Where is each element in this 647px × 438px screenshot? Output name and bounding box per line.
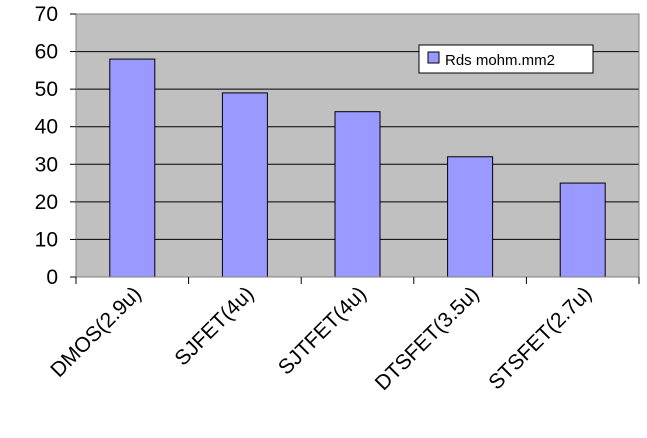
y-tick-label: 40 bbox=[35, 116, 58, 139]
legend: Rds mohm.mm2 bbox=[418, 44, 594, 74]
y-tick-label: 60 bbox=[35, 41, 58, 64]
y-tick-label: 0 bbox=[46, 266, 58, 289]
bar bbox=[109, 58, 156, 278]
bar bbox=[221, 92, 268, 278]
y-tick-label: 50 bbox=[35, 78, 58, 101]
y-tick-label: 20 bbox=[35, 191, 58, 214]
x-tick-label: STSFET(2.7u) bbox=[484, 282, 596, 394]
x-tick-label: SJTFET(4u) bbox=[274, 282, 371, 379]
x-tick-label: DTSFET(3.5u) bbox=[371, 282, 484, 395]
y-tick-labels: 0 10 20 30 40 50 60 70 bbox=[35, 3, 58, 289]
legend-label: Rds mohm.mm2 bbox=[445, 52, 555, 69]
y-tick-label: 10 bbox=[35, 228, 58, 251]
axes bbox=[70, 13, 640, 284]
x-tick-label: SJFET(4u) bbox=[170, 282, 258, 370]
y-tick-label: 70 bbox=[35, 3, 58, 26]
bar bbox=[447, 156, 494, 278]
y-tick-label: 30 bbox=[35, 153, 58, 176]
x-tick-labels: DMOS(2.9u) SJFET(4u) SJTFET(4u) DTSFET(3.5u… bbox=[46, 282, 596, 395]
bar bbox=[334, 111, 381, 278]
plot-border bbox=[75, 13, 640, 278]
bar bbox=[559, 182, 606, 278]
x-tick-label: DMOS(2.9u) bbox=[46, 282, 146, 382]
legend-swatch bbox=[427, 51, 440, 64]
legend-box bbox=[418, 44, 594, 74]
